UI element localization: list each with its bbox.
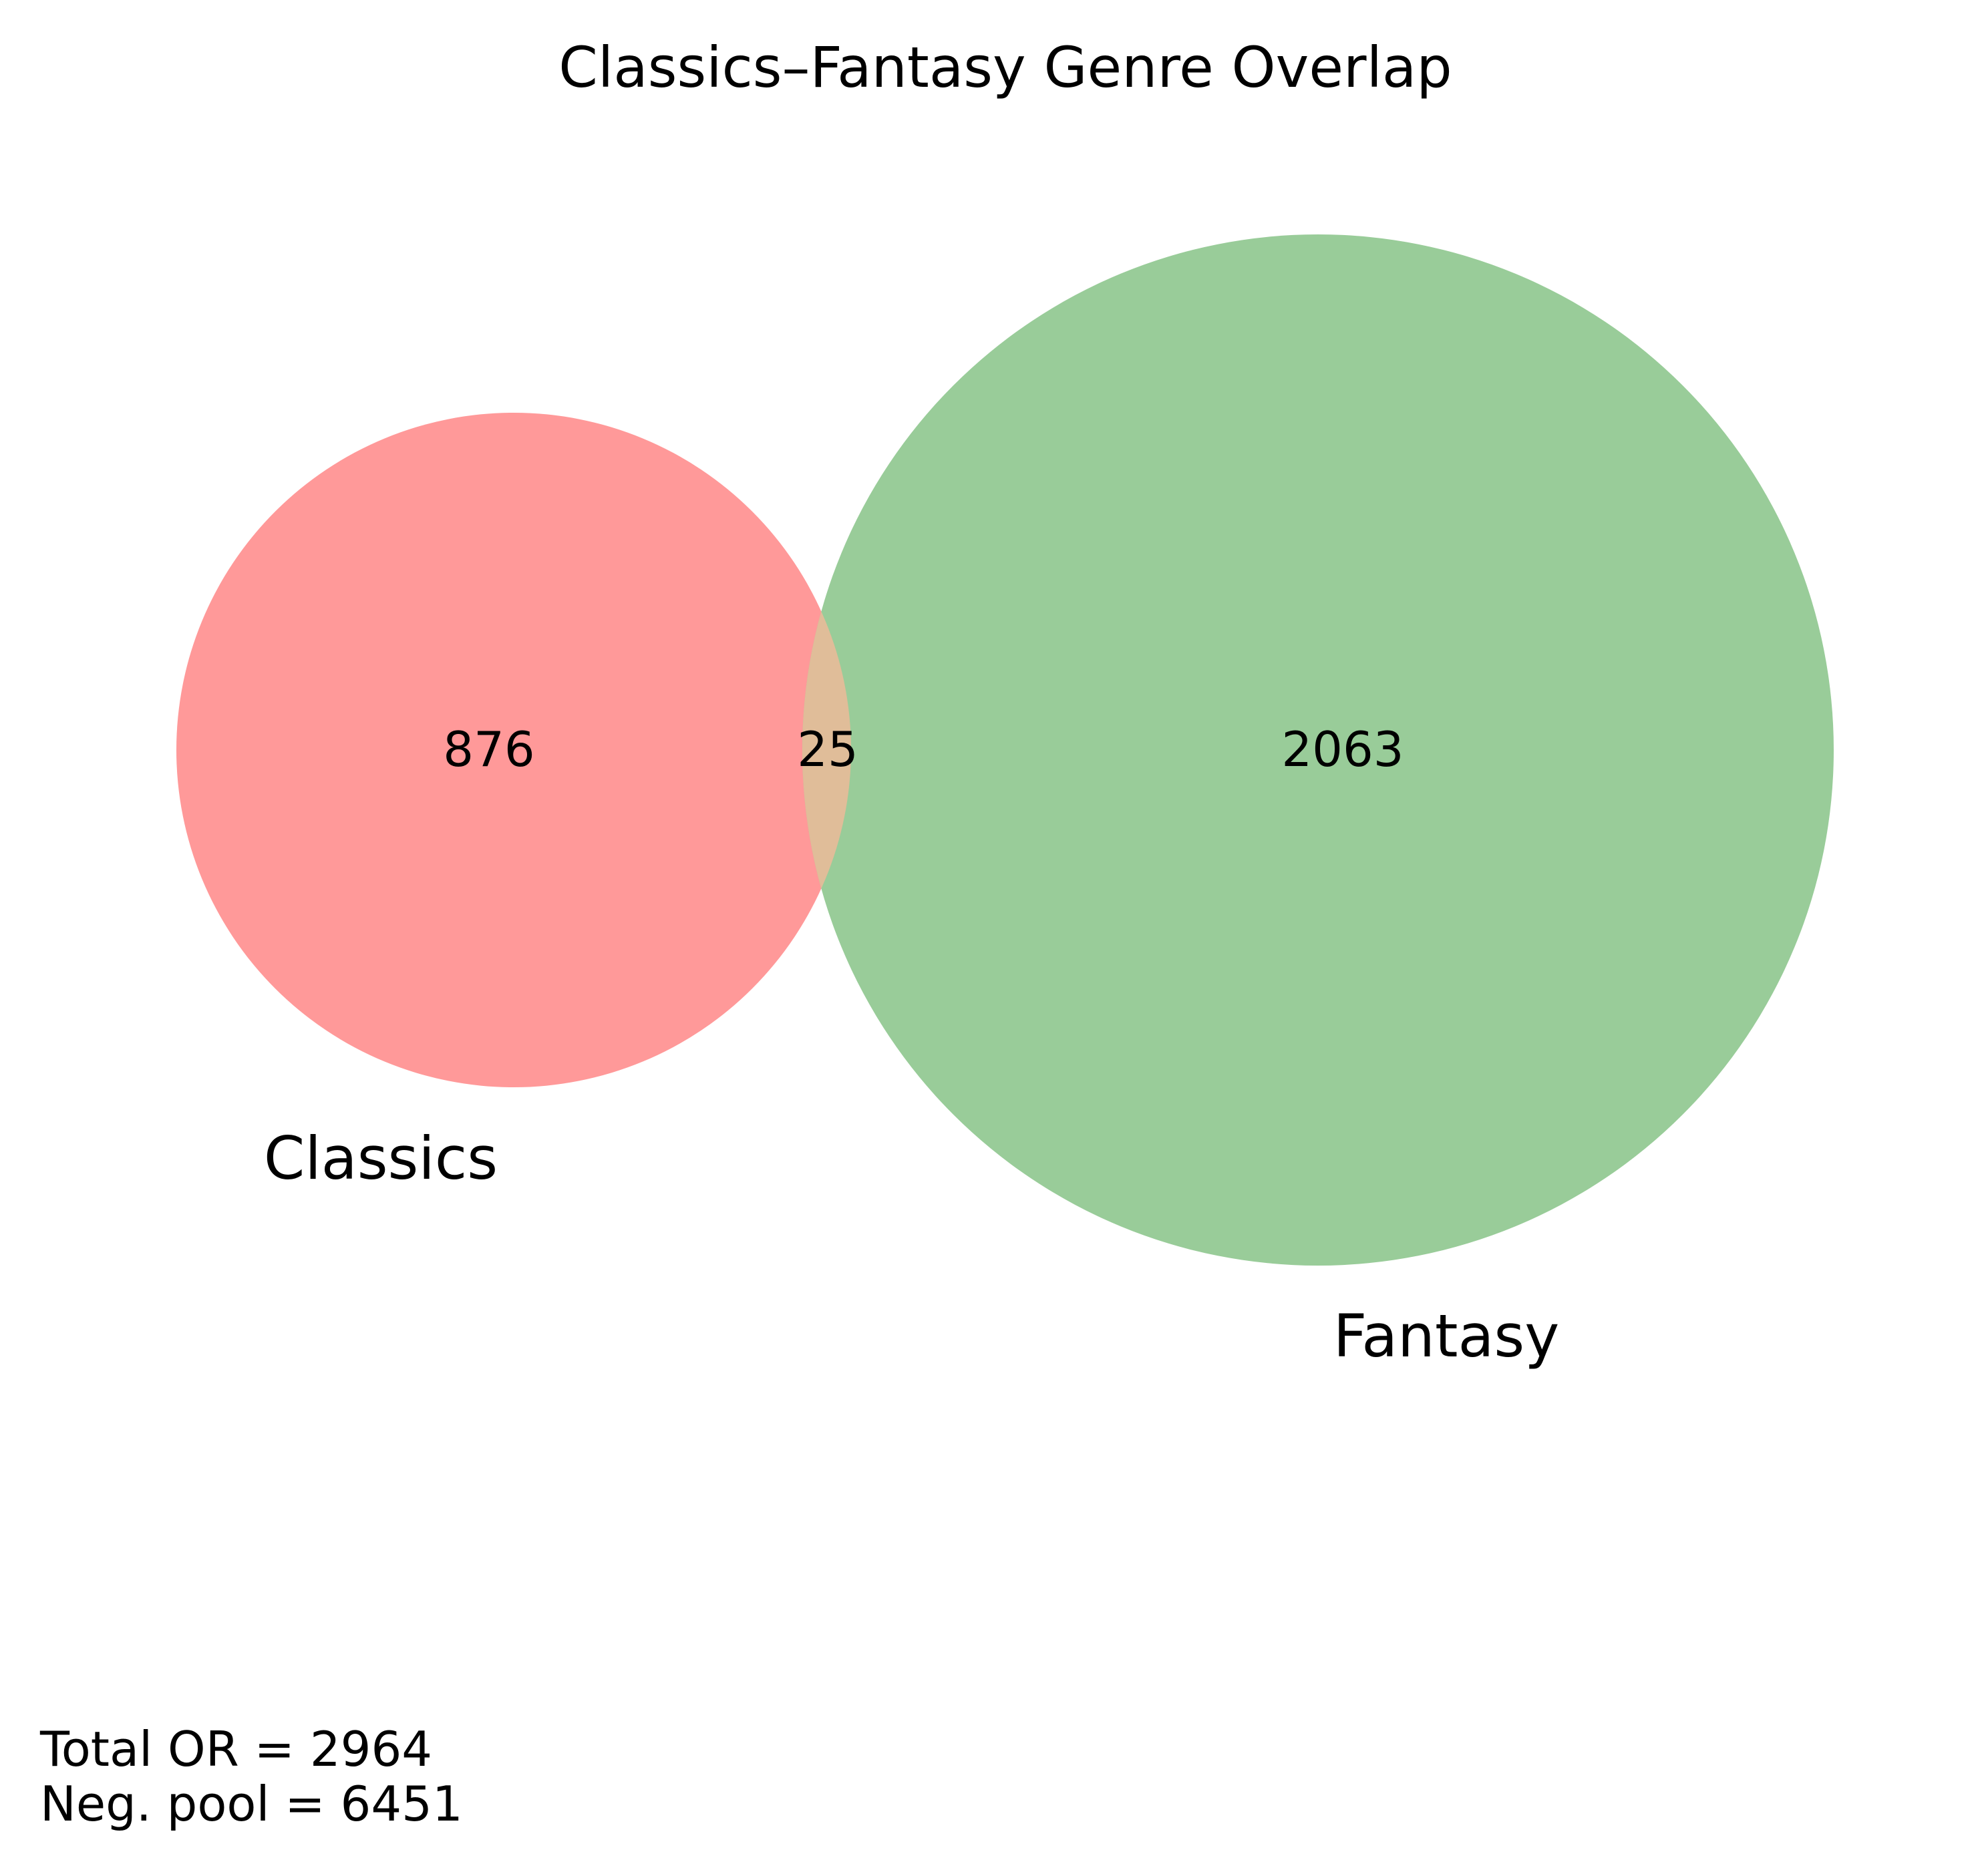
summary-notes: Total OR = 2964 Neg. pool = 6451 [40, 1722, 463, 1831]
chart-title: Classics–Fantasy Genre Overlap [558, 35, 1452, 100]
classics-only-count: 876 [443, 721, 534, 777]
classics-label: Classics [264, 1124, 498, 1193]
fantasy-label: Fantasy [1333, 1302, 1560, 1370]
fantasy-only-count: 2063 [1281, 721, 1404, 777]
classics-circle [176, 413, 851, 1087]
total-or-note: Total OR = 2964 [40, 1721, 433, 1777]
neg-pool-note: Neg. pool = 6451 [40, 1776, 463, 1832]
intersection-count: 25 [797, 721, 858, 777]
fantasy-circle [802, 234, 1834, 1266]
